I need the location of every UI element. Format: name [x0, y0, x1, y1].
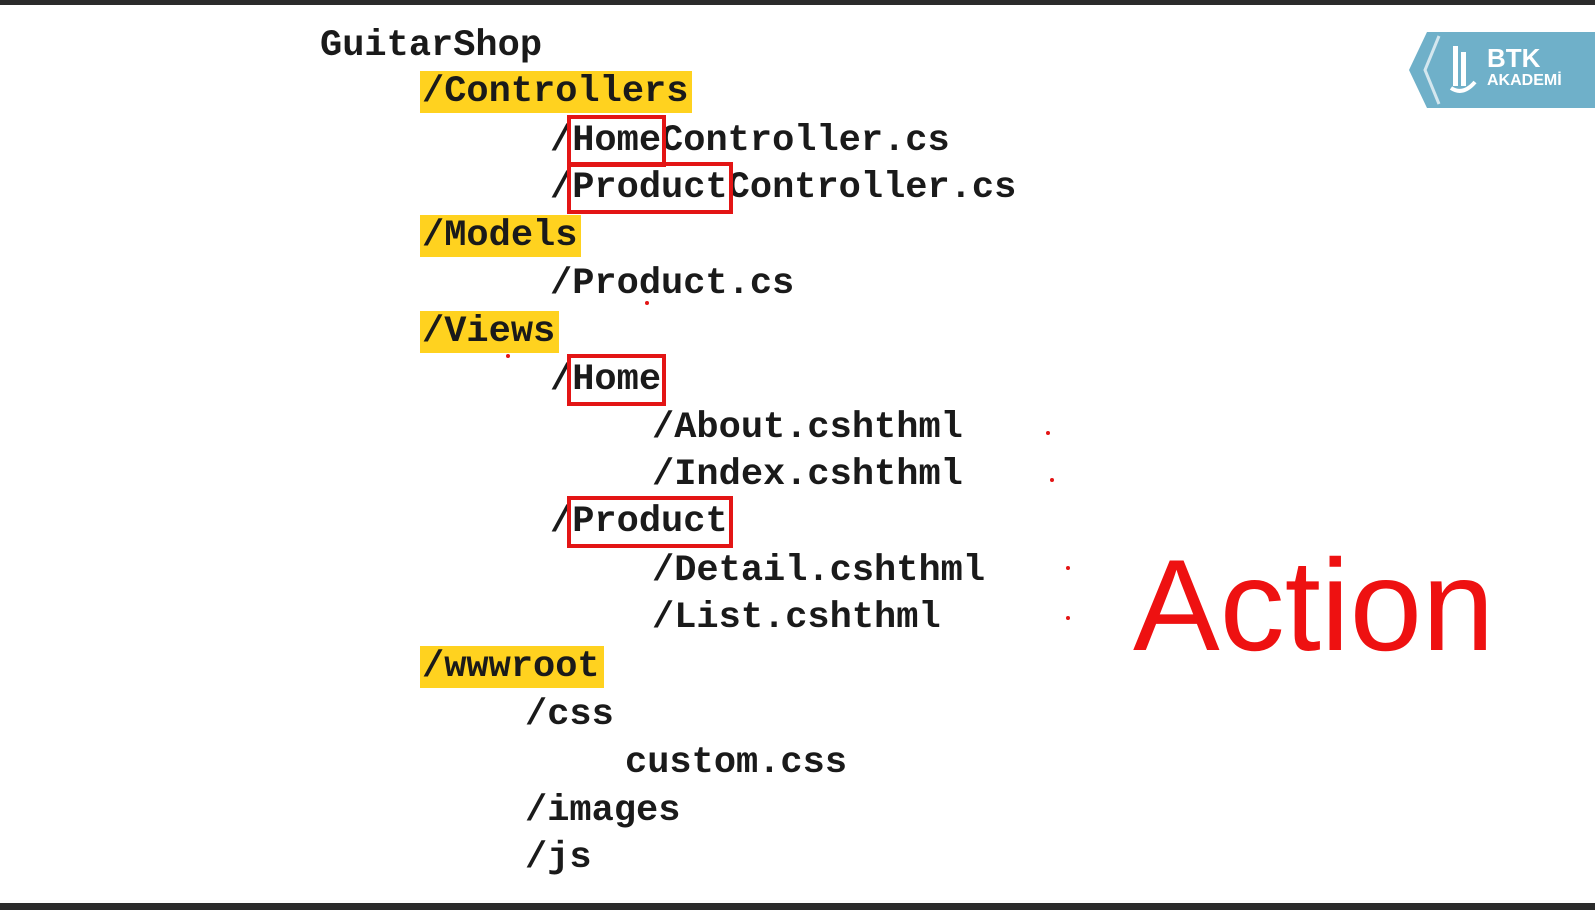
root-folder-label: GuitarShop	[320, 25, 543, 67]
home-controller-file: /HomeController.cs	[550, 115, 950, 167]
images-folder-label: /images	[525, 790, 681, 832]
annotation-dot	[1050, 478, 1054, 482]
logo-name: BTK	[1487, 43, 1541, 73]
product-model-file: /Product.cs	[550, 261, 794, 307]
wwwroot-folder: /wwwroot	[420, 644, 604, 690]
product-view-folder: /Product	[550, 496, 733, 548]
controllers-folder: /Controllers	[420, 69, 693, 115]
product-controller-prefix: /	[550, 167, 573, 209]
wwwroot-folder-label: /wwwroot	[420, 646, 604, 688]
annotation-dot	[1066, 616, 1070, 620]
root-folder: GuitarShop	[320, 23, 542, 69]
slide: GuitarShop /Controllers /HomeController.…	[0, 5, 1595, 903]
css-folder-label: /css	[525, 694, 614, 736]
views-folder-label: /Views	[420, 311, 560, 353]
detail-view-file: /Detail.cshthml	[652, 548, 985, 594]
custom-css-label: custom.css	[625, 742, 848, 784]
product-controller-suffix: Controller.cs	[727, 167, 1017, 209]
logo-badge-shape	[1409, 32, 1595, 108]
product-model-label: /Product.cs	[550, 263, 795, 305]
logo-subtitle: AKADEMİ	[1487, 72, 1562, 89]
images-folder: /images	[525, 788, 680, 834]
product-view-key-box: Product	[567, 496, 733, 548]
home-controller-suffix: Controller.cs	[661, 120, 950, 162]
detail-view-label: /Detail.cshthml	[652, 550, 986, 592]
controllers-folder-label: /Controllers	[420, 71, 693, 113]
home-controller-key-box: Home	[567, 115, 667, 167]
home-view-key-box: Home	[567, 354, 667, 406]
home-controller-prefix: /	[550, 120, 573, 162]
product-controller-file: /ProductController.cs	[550, 162, 1017, 214]
product-view-prefix: /	[550, 501, 573, 543]
index-view-file: /Index.cshthml	[652, 452, 963, 498]
css-folder: /css	[525, 692, 614, 738]
list-view-label: /List.cshthml	[652, 597, 941, 639]
custom-css-file: custom.css	[625, 740, 847, 786]
list-view-file: /List.cshthml	[652, 595, 941, 641]
home-view-folder: /Home	[550, 354, 667, 406]
models-folder: /Models	[420, 213, 582, 259]
annotation-dot	[645, 301, 649, 305]
home-view-prefix: /	[550, 359, 573, 401]
annotation-dot	[1046, 431, 1050, 435]
action-annotation: Action	[1133, 532, 1495, 678]
btk-akademi-logo: BTK AKADEMİ	[1405, 30, 1595, 110]
annotation-dot	[506, 354, 510, 358]
product-controller-key-box: Product	[567, 162, 733, 214]
index-view-label: /Index.cshthml	[652, 454, 963, 496]
views-folder: /Views	[420, 309, 560, 355]
models-folder-label: /Models	[420, 215, 582, 257]
js-folder: /js	[525, 835, 592, 881]
about-view-label: /About.cshthml	[652, 407, 963, 449]
about-view-file: /About.cshthml	[652, 405, 963, 451]
js-folder-label: /js	[525, 837, 592, 879]
annotation-dot	[1066, 566, 1070, 570]
